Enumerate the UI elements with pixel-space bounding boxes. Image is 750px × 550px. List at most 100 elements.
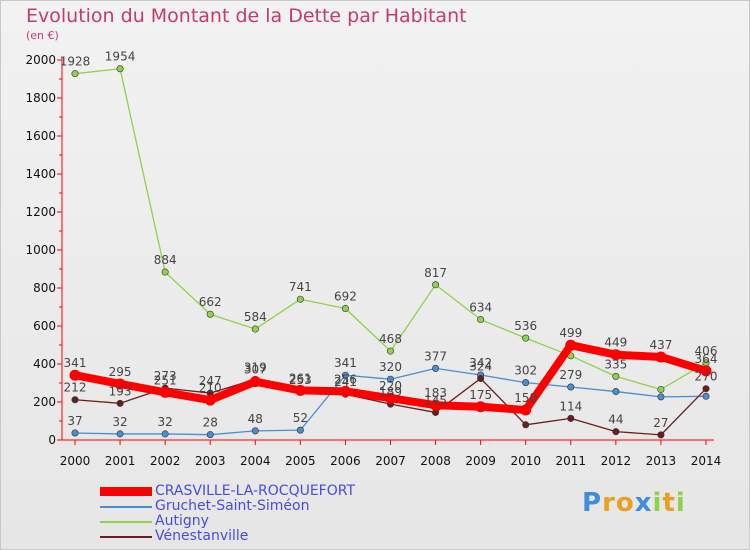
data-label: 52 [293, 411, 308, 425]
series-point [161, 268, 169, 276]
series-point [114, 378, 126, 390]
data-label: 253 [289, 373, 312, 387]
y-tick-label: 1400 [25, 167, 56, 181]
series-point [71, 396, 79, 404]
data-label: 307 [244, 363, 267, 377]
series-point [251, 427, 259, 435]
series-point [341, 371, 349, 379]
data-label: 437 [649, 338, 672, 352]
x-tick-label: 2007 [375, 454, 406, 468]
series-point [432, 281, 440, 289]
x-tick-label: 2008 [420, 454, 451, 468]
series-point [386, 347, 394, 355]
series-point [251, 325, 259, 333]
y-tick-label: 1200 [25, 205, 56, 219]
data-label: 145 [424, 393, 447, 407]
series-point [700, 365, 712, 377]
data-label: 341 [64, 356, 87, 370]
data-label: 377 [424, 349, 447, 363]
series-point [161, 430, 169, 438]
series-point [612, 372, 620, 380]
data-label: 158 [514, 391, 537, 405]
data-label: 335 [604, 357, 627, 371]
data-label: 499 [559, 326, 582, 340]
data-label: 468 [379, 332, 402, 346]
series-point [657, 431, 665, 439]
series-point [657, 385, 665, 393]
x-tick-label: 2000 [60, 454, 91, 468]
data-label: 220 [379, 379, 402, 393]
series-point [567, 414, 575, 422]
series-point [522, 379, 530, 387]
x-tick-label: 2006 [330, 454, 361, 468]
x-tick-label: 2014 [691, 454, 722, 468]
logo-letter: P [582, 488, 603, 518]
x-tick-label: 2010 [510, 454, 541, 468]
legend-swatch [100, 505, 152, 508]
x-tick-label: 2013 [646, 454, 677, 468]
logo-letter: t [662, 488, 676, 518]
x-tick-label: 2009 [465, 454, 496, 468]
data-label: 32 [158, 415, 173, 429]
logo-letter: x [634, 488, 653, 518]
y-tick-label: 600 [33, 319, 56, 333]
x-tick-label: 2012 [601, 454, 632, 468]
data-label: 342 [469, 356, 492, 370]
data-label: 241 [334, 375, 357, 389]
data-label: 536 [514, 319, 537, 333]
series-point [159, 386, 171, 398]
series-point [702, 392, 710, 400]
series-point [71, 429, 79, 437]
y-tick-label: 1000 [25, 243, 56, 257]
series-point [522, 421, 530, 429]
data-label: 44 [608, 413, 623, 427]
series-point [657, 393, 665, 401]
series-point [432, 364, 440, 372]
series-point [702, 385, 710, 393]
data-label: 37 [67, 414, 82, 428]
series-point [294, 384, 306, 396]
data-label: 251 [154, 373, 177, 387]
series-point [341, 305, 349, 313]
series-layer [69, 65, 712, 439]
axes: 0 200 400 600 800 1000 1200 1400 1600 1800 2000 200… [25, 53, 721, 468]
y-tick-label: 2000 [25, 53, 56, 67]
data-label: 27 [653, 416, 668, 430]
data-label: 692 [334, 290, 357, 304]
series-point [296, 426, 304, 434]
x-tick-label: 2011 [556, 454, 587, 468]
legend-label: CRASVILLE-LA-ROCQUEFORT [155, 483, 356, 499]
data-label: 48 [248, 412, 263, 426]
series-point [339, 385, 351, 397]
legend-swatch [100, 535, 152, 538]
series-point [477, 374, 485, 382]
y-tick-label: 200 [33, 395, 56, 409]
data-label: 406 [695, 344, 718, 358]
series-point [116, 65, 124, 73]
series-point [116, 430, 124, 438]
series-point [655, 351, 667, 363]
series-point [612, 388, 620, 396]
data-label: 175 [469, 388, 492, 402]
data-label: 341 [334, 356, 357, 370]
y-tick-label: 400 [33, 357, 56, 371]
line-chart: 0 200 400 600 800 1000 1200 1400 1600 1800 2000 200… [25, 50, 721, 468]
series-point [206, 310, 214, 318]
data-label: 279 [559, 368, 582, 382]
proxiti-logo: Proxiti [582, 488, 686, 518]
logo-letter: i [652, 488, 663, 518]
y-tick-label: 800 [33, 281, 56, 295]
data-label: 1954 [105, 50, 136, 64]
data-label: 319 [244, 360, 267, 374]
y-tick-label: 0 [48, 433, 56, 447]
x-tick-label: 2004 [240, 454, 271, 468]
logo-letter: o [615, 488, 635, 518]
data-label: 449 [604, 336, 627, 350]
series-point [204, 394, 216, 406]
series-point [565, 339, 577, 351]
data-label: 1928 [60, 55, 91, 69]
series-point [385, 392, 396, 404]
legend-label: Gruchet-Saint-Siméon [155, 498, 310, 514]
data-label: 114 [559, 399, 582, 413]
series-point [612, 428, 620, 436]
